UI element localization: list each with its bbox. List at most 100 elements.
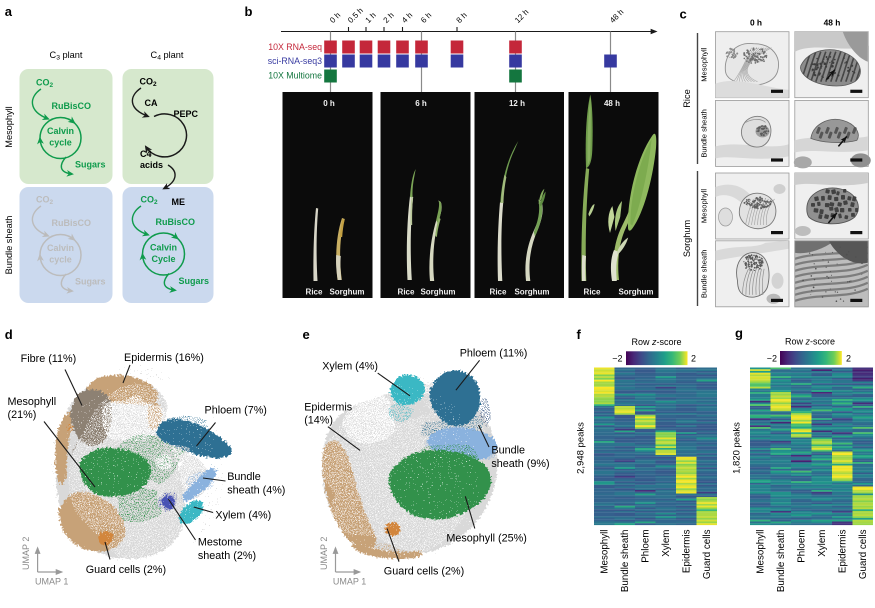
svg-text:sheath (9%): sheath (9%) <box>491 458 549 470</box>
svg-text:a: a <box>5 4 13 19</box>
svg-text:sci-RNA-seq3: sci-RNA-seq3 <box>268 56 322 66</box>
svg-text:(14%): (14%) <box>304 415 333 427</box>
svg-text:UMAP 1: UMAP 1 <box>35 577 68 587</box>
svg-text:Phloem: Phloem <box>640 530 651 563</box>
svg-text:RuBisCO: RuBisCO <box>52 101 92 111</box>
svg-text:CO2: CO2 <box>36 78 54 90</box>
svg-text:Xylem: Xylem <box>817 530 828 557</box>
svg-text:Epidermis: Epidermis <box>304 402 353 414</box>
svg-text:UMAP 2: UMAP 2 <box>21 537 31 570</box>
svg-text:Row z-score: Row z-score <box>785 337 835 347</box>
svg-text:Mestome: Mestome <box>198 537 242 549</box>
svg-text:Sorghum: Sorghum <box>682 220 692 258</box>
svg-text:sheath (2%): sheath (2%) <box>198 550 256 562</box>
svg-text:acids: acids <box>140 160 163 170</box>
svg-text:Phloem (7%): Phloem (7%) <box>205 405 267 417</box>
svg-text:Bundle sheath: Bundle sheath <box>620 530 631 593</box>
svg-text:Xylem (4%): Xylem (4%) <box>215 510 271 522</box>
svg-text:Guard cells: Guard cells <box>858 529 869 579</box>
svg-text:48 h: 48 h <box>824 18 841 28</box>
svg-text:Mesophyll: Mesophyll <box>8 396 57 408</box>
svg-text:1,820 peaks: 1,820 peaks <box>732 422 743 474</box>
svg-text:2: 2 <box>691 354 696 364</box>
svg-text:1 h: 1 h <box>364 11 378 25</box>
svg-text:Rice: Rice <box>490 288 507 297</box>
svg-text:Xylem: Xylem <box>661 530 672 557</box>
svg-text:cycle: cycle <box>49 138 72 148</box>
svg-text:Calvin: Calvin <box>47 243 74 253</box>
svg-text:Xylem (4%): Xylem (4%) <box>322 361 378 373</box>
svg-text:C4: C4 <box>140 149 152 159</box>
svg-text:Bundle: Bundle <box>491 445 525 457</box>
svg-text:Mesophyll: Mesophyll <box>599 530 610 574</box>
svg-text:Mesophyll: Mesophyll <box>700 189 709 223</box>
svg-text:Mesophyll: Mesophyll <box>4 106 14 147</box>
svg-text:sheath (4%): sheath (4%) <box>227 485 285 497</box>
svg-text:CO2: CO2 <box>36 195 54 207</box>
svg-text:4 h: 4 h <box>400 11 414 25</box>
svg-text:Sugars: Sugars <box>75 277 106 287</box>
svg-text:Epidermis: Epidermis <box>837 529 848 573</box>
svg-text:Mesophyll: Mesophyll <box>755 530 766 574</box>
svg-text:Guard cells (2%): Guard cells (2%) <box>86 564 166 576</box>
svg-text:Rice: Rice <box>682 89 692 107</box>
svg-text:Sugars: Sugars <box>75 160 106 170</box>
svg-text:0 h: 0 h <box>328 11 342 25</box>
svg-text:Bundle sheath: Bundle sheath <box>700 250 709 299</box>
svg-text:Phloem: Phloem <box>796 530 807 563</box>
svg-text:2 h: 2 h <box>382 11 396 25</box>
svg-text:b: b <box>245 4 253 19</box>
svg-text:Epidermis: Epidermis <box>681 529 692 573</box>
svg-text:CA: CA <box>145 98 158 108</box>
svg-text:Bundle sheath: Bundle sheath <box>776 530 787 593</box>
svg-text:8 h: 8 h <box>455 11 469 25</box>
svg-text:(21%): (21%) <box>8 409 37 421</box>
svg-text:10X Multiome: 10X Multiome <box>268 71 322 81</box>
svg-text:Phloem (11%): Phloem (11%) <box>460 348 528 360</box>
svg-text:Sorghum: Sorghum <box>514 288 549 297</box>
svg-text:cycle: cycle <box>49 255 72 265</box>
svg-text:C4 plant: C4 plant <box>151 50 184 62</box>
svg-text:Mesophyll: Mesophyll <box>700 47 709 81</box>
svg-text:2: 2 <box>846 353 851 363</box>
svg-text:e: e <box>303 327 310 342</box>
svg-text:Guard cells (2%): Guard cells (2%) <box>384 566 464 578</box>
svg-text:48 h: 48 h <box>608 8 625 25</box>
svg-text:6 h: 6 h <box>415 99 427 108</box>
svg-text:f: f <box>577 327 582 342</box>
svg-text:0.5 h: 0.5 h <box>346 6 365 25</box>
svg-text:Sorghum: Sorghum <box>420 288 455 297</box>
svg-text:0 h: 0 h <box>323 99 335 108</box>
svg-text:PEPC: PEPC <box>174 109 199 119</box>
svg-text:10X RNA-seq: 10X RNA-seq <box>268 42 322 52</box>
svg-text:48 h: 48 h <box>604 99 620 108</box>
svg-text:C3 plant: C3 plant <box>50 50 83 62</box>
svg-text:Guard cells: Guard cells <box>702 529 713 579</box>
svg-text:12 h: 12 h <box>509 99 525 108</box>
svg-text:CO2: CO2 <box>141 195 159 207</box>
svg-text:Rice: Rice <box>584 288 601 297</box>
svg-text:12 h: 12 h <box>513 8 530 25</box>
svg-text:Sugars: Sugars <box>179 276 210 286</box>
svg-text:UMAP 2: UMAP 2 <box>319 537 329 570</box>
svg-text:ME: ME <box>172 197 186 207</box>
svg-text:2,948 peaks: 2,948 peaks <box>576 422 587 474</box>
svg-text:Row z-score: Row z-score <box>631 337 681 347</box>
svg-text:UMAP 1: UMAP 1 <box>333 577 366 587</box>
svg-text:RuBisCO: RuBisCO <box>52 218 92 228</box>
svg-text:Cycle: Cycle <box>151 254 175 264</box>
svg-text:Rice: Rice <box>398 288 415 297</box>
svg-text:Rice: Rice <box>306 288 323 297</box>
svg-text:Bundle: Bundle <box>227 471 261 483</box>
svg-text:c: c <box>680 7 687 22</box>
svg-text:Calvin: Calvin <box>150 243 177 253</box>
svg-text:Mesophyll (25%): Mesophyll (25%) <box>446 533 526 545</box>
svg-text:Bundle sheath: Bundle sheath <box>4 216 14 275</box>
svg-text:Bundle sheath: Bundle sheath <box>700 109 709 158</box>
svg-text:Sorghum: Sorghum <box>329 288 364 297</box>
svg-text:d: d <box>5 327 13 342</box>
svg-text:−2: −2 <box>612 354 622 364</box>
svg-text:0 h: 0 h <box>750 18 762 28</box>
svg-text:RuBisCO: RuBisCO <box>156 217 196 227</box>
svg-text:Calvin: Calvin <box>47 126 74 136</box>
